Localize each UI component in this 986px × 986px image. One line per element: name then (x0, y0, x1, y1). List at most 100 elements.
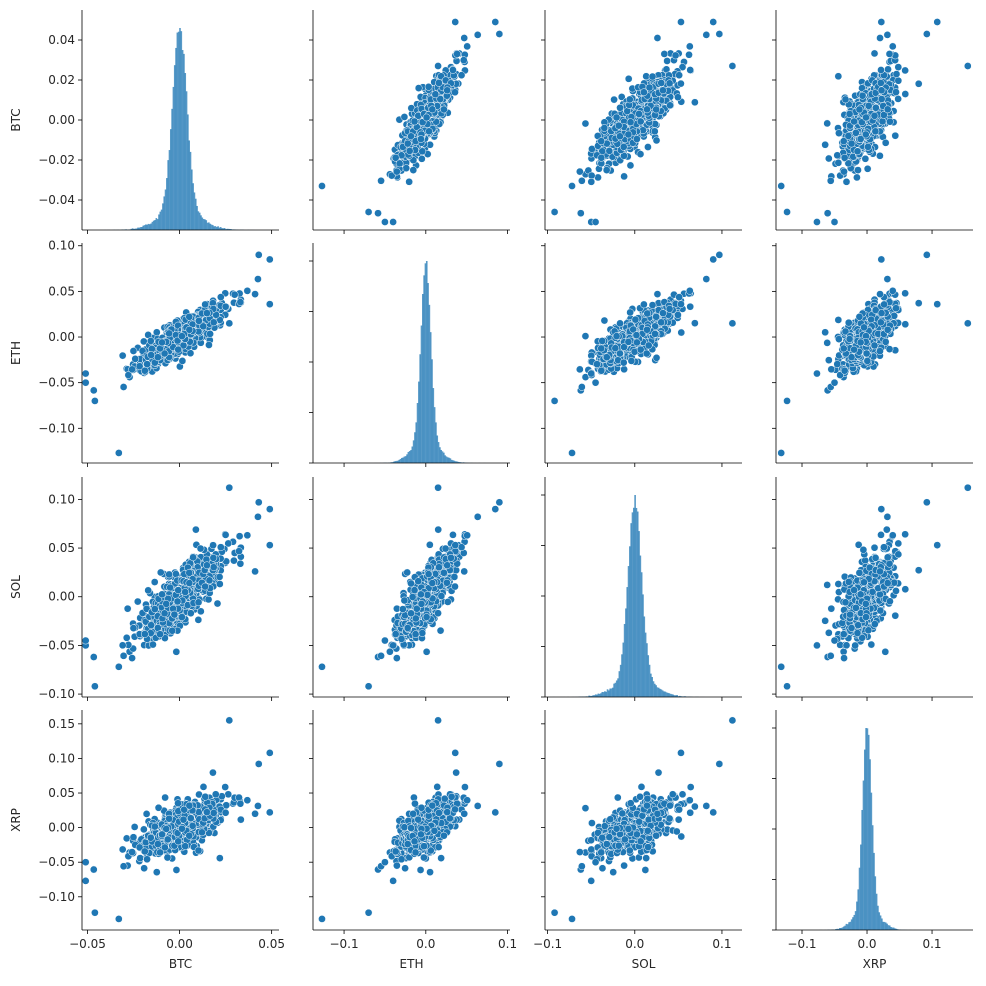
hist-bar-btc (197, 211, 200, 230)
panel-eth-vs-xrp (772, 243, 973, 467)
scatter-point (152, 328, 161, 337)
hist-bar-btc (221, 228, 223, 230)
scatter-point (598, 337, 607, 345)
scatter-point (728, 319, 737, 328)
hist-bar-btc (159, 211, 162, 230)
scatter-point (855, 105, 864, 114)
scatter-point (440, 105, 448, 114)
scatter-point (453, 50, 461, 58)
scatter-point (652, 353, 661, 362)
scatter-point (659, 309, 667, 317)
scatter-point (391, 153, 400, 162)
scatter-point (901, 90, 910, 98)
hist-bar-btc (212, 225, 214, 230)
hist-bar-btc (167, 160, 169, 230)
scatter-point (823, 119, 832, 128)
scatter-point (777, 182, 786, 190)
scatter-point (783, 208, 791, 216)
scatter-point (318, 182, 326, 190)
scatter-point (364, 208, 373, 216)
hist-bar-btc (191, 169, 193, 230)
hist-bar-btc (180, 31, 183, 230)
panel-eth-vs-sol (541, 243, 742, 467)
scatter-point (863, 164, 872, 173)
scatter-point (870, 49, 879, 58)
scatter-point (265, 255, 274, 264)
scatter-point (550, 208, 559, 216)
scatter-point (434, 62, 442, 70)
scatter-point (834, 158, 843, 167)
hist-bar-btc (179, 28, 181, 230)
scatter-point (435, 79, 443, 87)
hist-bar-btc (181, 50, 184, 230)
scatter-point (715, 251, 724, 259)
hist-bar-btc (135, 228, 138, 230)
y-tick-label: 0.00 (48, 113, 75, 127)
scatter-point (387, 171, 396, 180)
scatter-point (728, 62, 737, 70)
scatter-point (677, 18, 685, 26)
hist-bar-btc (169, 129, 172, 230)
scatter-point (702, 31, 711, 39)
scatter-point (594, 173, 602, 182)
scatter-point (861, 154, 870, 163)
scatter-point (850, 117, 858, 126)
scatter-point (409, 166, 418, 174)
hist-bar-btc (156, 219, 159, 230)
scatter-point (660, 50, 669, 58)
scatter-point (640, 88, 648, 97)
scatter-point (643, 309, 652, 318)
scatter-point (883, 275, 892, 283)
scatter-point (614, 121, 623, 130)
scatter-point (422, 113, 431, 122)
hist-bar-btc (150, 223, 152, 230)
hist-bar-btc (189, 151, 192, 230)
scatter-point (633, 338, 641, 347)
hist-bar-btc (200, 215, 202, 230)
scatter-point (862, 113, 870, 122)
scatter-point (885, 345, 894, 353)
scatter-point (186, 349, 195, 358)
scatter-point (154, 353, 162, 362)
hist-bar-btc (134, 228, 137, 230)
scatter-point (830, 218, 839, 226)
hist-bar-btc (177, 31, 180, 231)
hist-bar-btc (151, 221, 154, 230)
scatter-point (626, 308, 634, 317)
scatter-point (627, 357, 636, 365)
y-axis-label-btc: BTC (9, 108, 23, 131)
scatter-point (657, 79, 666, 87)
hist-bar-btc (145, 224, 147, 230)
scatter-point (933, 18, 942, 26)
scatter-point (691, 98, 699, 107)
scatter-point (901, 289, 909, 298)
scatter-point (640, 300, 648, 309)
scatter-point (864, 101, 873, 110)
scatter-point (593, 360, 601, 368)
scatter-point (405, 177, 413, 186)
scatter-point (568, 182, 576, 190)
y-tick-label: −0.04 (38, 193, 75, 207)
scatter-point (631, 315, 640, 324)
scatter-point (550, 397, 559, 405)
scatter-point (877, 86, 886, 95)
scatter-point (254, 275, 262, 283)
scatter-point (653, 290, 662, 298)
scatter-point (826, 176, 835, 185)
scatter-point (813, 218, 821, 226)
scatter-point (230, 290, 239, 299)
scatter-point (600, 316, 609, 325)
scatter-point (201, 300, 209, 309)
scatter-point (685, 287, 694, 295)
scatter-point (675, 293, 683, 301)
hist-bar-btc (219, 227, 222, 230)
scatter-point (128, 365, 136, 374)
hist-bar-btc (148, 224, 151, 230)
scatter-point (626, 118, 635, 127)
scatter-point (876, 151, 884, 160)
scatter-point (666, 101, 674, 110)
scatter-point (403, 139, 412, 148)
scatter-point (414, 84, 423, 92)
